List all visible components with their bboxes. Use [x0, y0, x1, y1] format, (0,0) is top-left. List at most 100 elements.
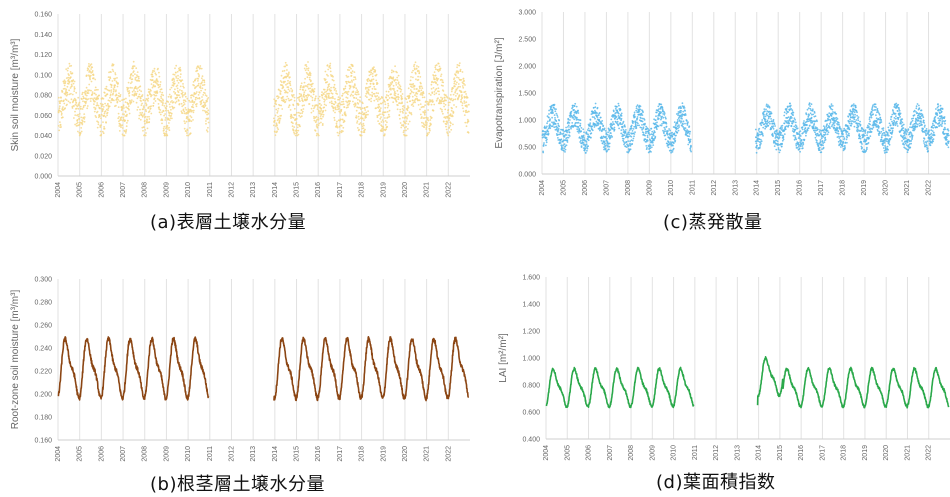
- data-point: [370, 80, 373, 82]
- data-point: [613, 128, 616, 131]
- data-point: [627, 135, 630, 138]
- data-point: [280, 90, 282, 93]
- data-point: [644, 134, 646, 137]
- data-point: [432, 109, 435, 112]
- data-point: [654, 135, 657, 138]
- data-point: [620, 117, 623, 120]
- data-point: [385, 128, 387, 131]
- data-point: [319, 112, 322, 115]
- data-point: [833, 126, 836, 129]
- data-point: [894, 117, 897, 120]
- data-point: [682, 126, 684, 128]
- data-point: [147, 106, 150, 109]
- data-point: [88, 89, 91, 92]
- data-point: [871, 128, 874, 130]
- data-point: [587, 139, 590, 142]
- data-point: [358, 123, 361, 126]
- data-point: [876, 121, 878, 123]
- data-point: [809, 124, 811, 127]
- data-point: [372, 78, 375, 81]
- data-point: [66, 69, 69, 72]
- data-point: [100, 133, 103, 136]
- data-point: [424, 111, 427, 114]
- data-point: [633, 113, 636, 116]
- data-point: [388, 115, 391, 118]
- data-point: [99, 126, 102, 128]
- data-point: [766, 119, 769, 122]
- data-point: [542, 136, 545, 138]
- data-point: [639, 108, 641, 111]
- data-point: [424, 120, 427, 123]
- data-point: [668, 132, 671, 135]
- data-point: [817, 128, 819, 131]
- data-point: [780, 132, 783, 134]
- data-point: [170, 97, 173, 99]
- data-point: [813, 123, 816, 125]
- data-point: [832, 111, 834, 113]
- data-point: [275, 103, 278, 106]
- data-point: [154, 85, 157, 87]
- data-point: [386, 110, 389, 113]
- x-tick-label: 2006: [582, 180, 589, 196]
- data-point: [893, 121, 896, 123]
- data-point: [645, 145, 648, 147]
- data-point: [666, 142, 668, 145]
- data-point: [444, 108, 447, 111]
- data-point: [890, 115, 893, 118]
- data-point: [394, 78, 397, 81]
- data-point: [589, 122, 592, 124]
- x-tick-label: 2014: [272, 446, 279, 462]
- data-point: [790, 115, 792, 118]
- data-point: [797, 145, 800, 148]
- data-point: [828, 122, 831, 125]
- data-point: [186, 116, 189, 119]
- data-point: [201, 81, 204, 83]
- data-point: [399, 108, 402, 111]
- data-point: [96, 102, 99, 104]
- data-point: [445, 128, 448, 131]
- data-point: [301, 112, 303, 114]
- data-point: [317, 97, 320, 100]
- data-point: [191, 101, 194, 103]
- data-point: [843, 137, 846, 140]
- data-point: [347, 106, 349, 108]
- y-tick-label: 0.200: [34, 392, 52, 399]
- data-point: [179, 85, 182, 88]
- data-point: [813, 129, 816, 132]
- data-point: [811, 109, 814, 112]
- data-point: [657, 117, 660, 120]
- data-point: [168, 103, 171, 106]
- data-point: [172, 101, 175, 103]
- data-point: [387, 102, 389, 105]
- data-point: [629, 144, 632, 147]
- data-point: [893, 119, 895, 122]
- data-point: [554, 128, 557, 131]
- data-point: [681, 102, 684, 105]
- data-point: [409, 79, 412, 82]
- data-point: [383, 133, 386, 136]
- data-point: [96, 126, 99, 129]
- data-point: [455, 95, 457, 97]
- data-point: [771, 132, 774, 135]
- data-point: [612, 110, 615, 113]
- data-point: [427, 109, 429, 111]
- x-tick-label: 2005: [77, 182, 84, 198]
- data-point: [434, 78, 436, 81]
- data-point: [141, 95, 143, 98]
- data-point: [827, 131, 830, 134]
- data-point: [375, 107, 377, 109]
- chart-skin-soil-moisture: 0.0000.0200.0400.0600.0800.1000.1200.140…: [10, 12, 470, 198]
- data-point: [392, 76, 395, 79]
- data-point: [448, 131, 451, 133]
- data-point: [358, 128, 360, 131]
- data-point: [324, 109, 327, 112]
- data-point: [848, 122, 851, 125]
- data-point: [161, 111, 164, 114]
- data-point: [765, 112, 768, 115]
- data-point: [415, 78, 417, 81]
- data-point: [60, 97, 62, 99]
- data-point: [87, 92, 90, 94]
- data-point: [172, 81, 175, 84]
- data-point: [665, 125, 668, 128]
- data-point: [359, 100, 361, 103]
